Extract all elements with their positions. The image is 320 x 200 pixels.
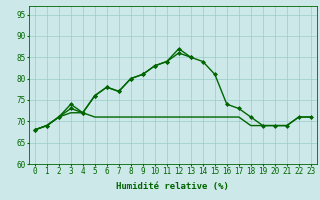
X-axis label: Humidité relative (%): Humidité relative (%): [116, 182, 229, 191]
